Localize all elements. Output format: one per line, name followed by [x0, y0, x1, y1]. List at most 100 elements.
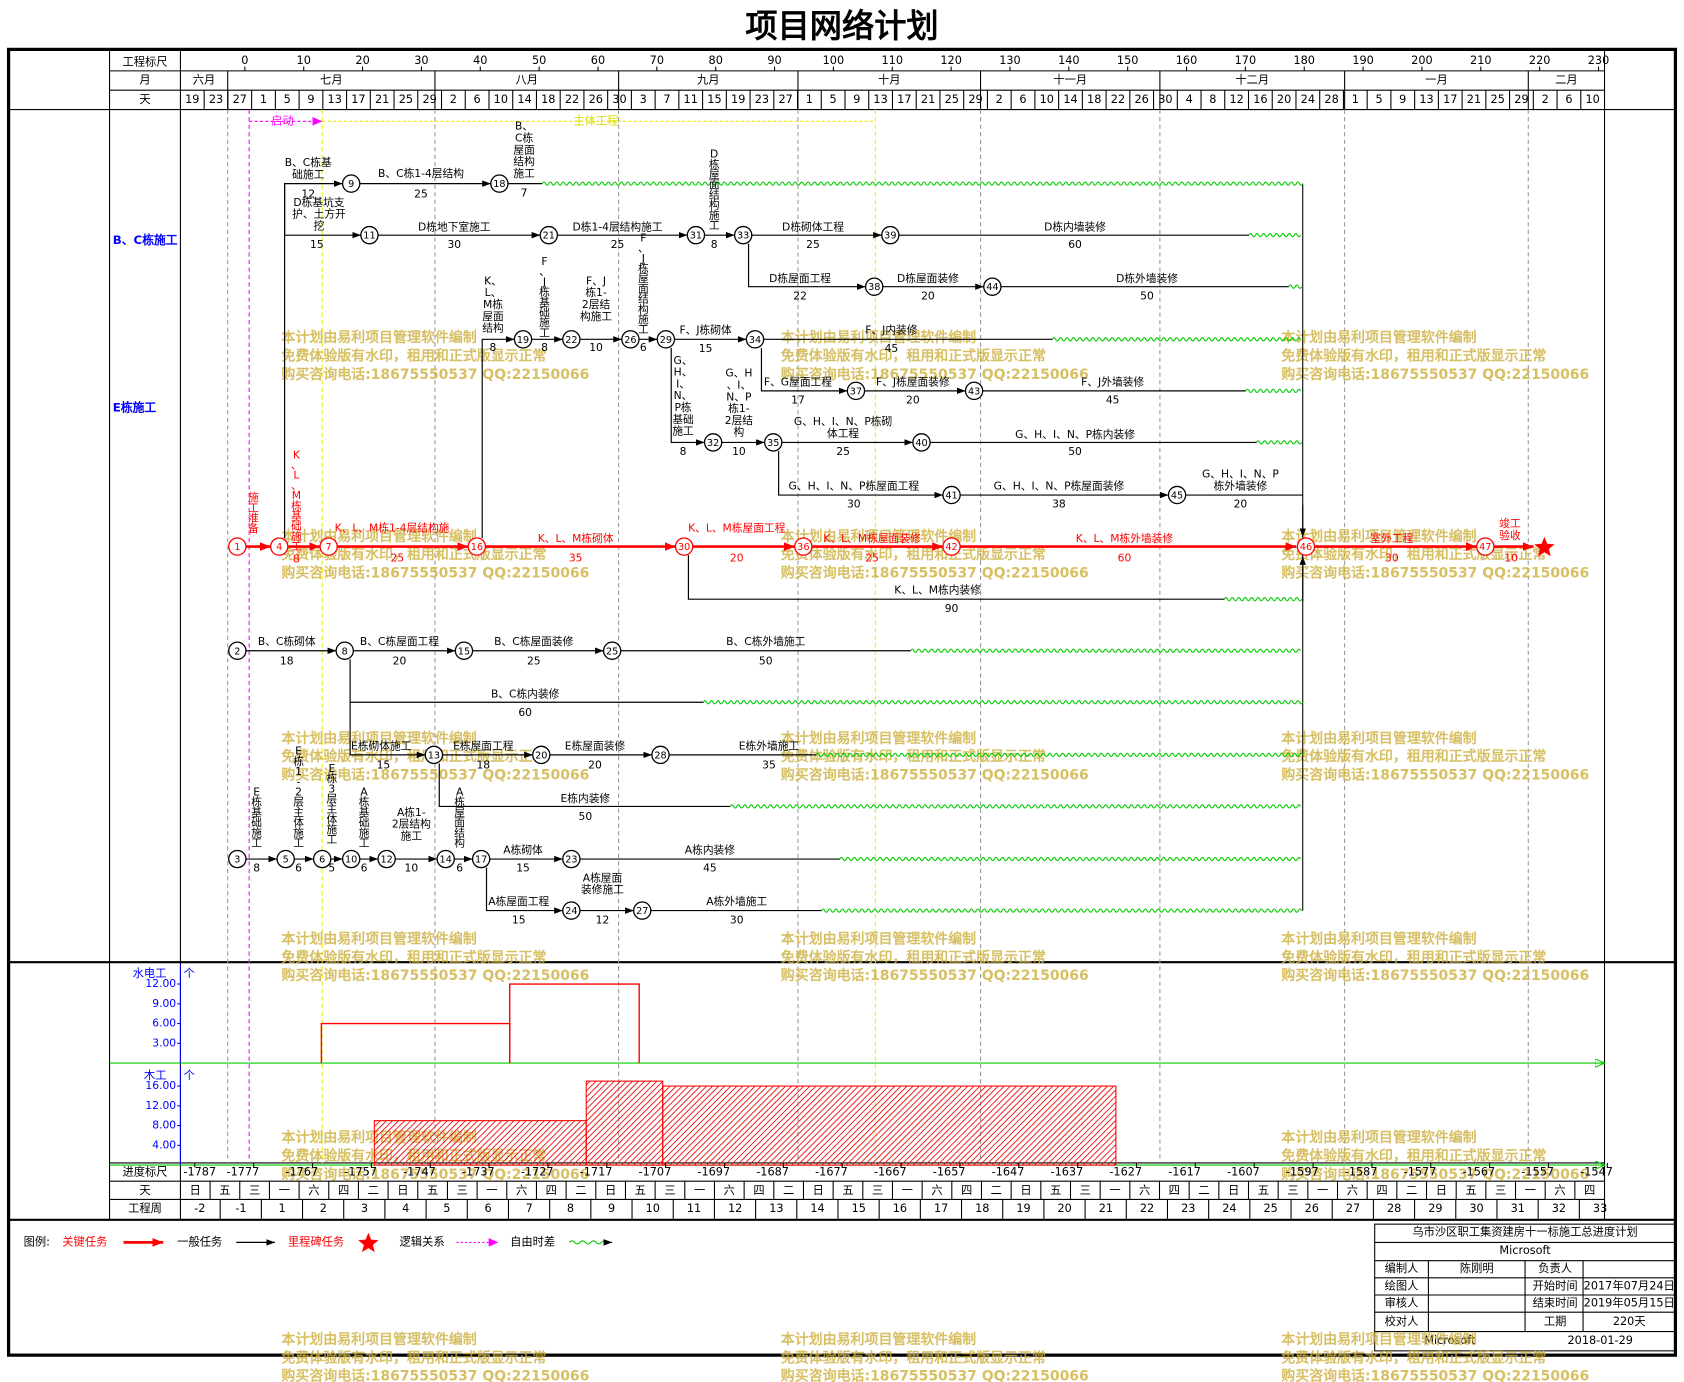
task [778, 451, 943, 499]
day: 1 [260, 93, 267, 106]
weekday: 三 [457, 1184, 468, 1197]
watermark-line: 购买咨询电话:18675550537 QQ:22150066 [1281, 967, 1589, 984]
watermark-line: 购买咨询电话:18675550537 QQ:22150066 [1281, 1166, 1589, 1183]
week: 18 [975, 1202, 989, 1215]
day: 26 [1135, 93, 1149, 106]
weekday: 五 [842, 1184, 853, 1197]
node [674, 537, 694, 556]
task-label-line: 栋 [291, 499, 302, 512]
day: 13 [328, 93, 342, 106]
week: 2 [320, 1202, 327, 1215]
weekday: 日 [190, 1184, 201, 1197]
task-label: E栋屋面装修 [565, 739, 626, 752]
title-block [1374, 1223, 1676, 1352]
task-duration: 18 [280, 654, 294, 667]
task-duration: 12 [301, 187, 315, 200]
weekday: 五 [635, 1184, 646, 1197]
watermark-line: 免费体验版有水印，租用和正式版显示正常 [281, 1349, 546, 1366]
task-label: B、C栋1-4层结构 [378, 167, 464, 180]
node-id: 15 [458, 646, 470, 657]
task-label-line: 验收 [1499, 529, 1521, 542]
task-label: A 栋屋面结构 [454, 785, 465, 849]
title-block-cell: 绘图人 [1385, 1278, 1419, 1292]
node [562, 330, 581, 349]
scale-tick-label: 180 [1293, 54, 1315, 67]
free-float [1245, 388, 1302, 394]
week: 10 [646, 1202, 660, 1215]
day-label: 天 [139, 93, 150, 106]
weekday-label: 天 [139, 1184, 150, 1197]
week: 26 [1305, 1202, 1319, 1215]
week: 19 [1016, 1202, 1030, 1215]
scale-tick-label: 100 [823, 54, 845, 67]
task-duration: 35 [569, 551, 583, 564]
month: 七月 [320, 74, 343, 87]
day: 22 [1111, 93, 1125, 106]
task-label-line: L、 [485, 286, 502, 299]
scale-tick-label: 60 [591, 54, 605, 67]
month: 十二月 [1235, 73, 1269, 87]
task-label: B、C栋内装修 [491, 688, 560, 701]
task-label-line: 体 [293, 816, 304, 829]
weekday: 一 [1317, 1184, 1328, 1197]
task-duration: 6 [361, 862, 368, 875]
task-label-line: 屋 [454, 806, 465, 819]
resource-name: 木工 [144, 1069, 167, 1082]
week: 20 [1058, 1202, 1072, 1215]
weekday: 六 [516, 1184, 527, 1197]
day: 14 [1063, 93, 1077, 106]
watermark-line: 本计划由易利项目管理软件编制 [1281, 528, 1476, 545]
watermark-line: 购买咨询电话:18675550537 QQ:22150066 [281, 766, 589, 783]
task-label-line: 装修施工 [581, 883, 624, 896]
task-label-line: 工 [293, 836, 304, 849]
task-label-line: 备 [248, 522, 259, 535]
scale-tick-label: 90 [767, 54, 781, 67]
node-id: 21 [543, 231, 555, 242]
task-label-line: B、C栋基 [285, 156, 332, 169]
weekday: 二 [783, 1184, 794, 1197]
weekday: 六 [308, 1184, 319, 1197]
title-block-cell: 审核人 [1385, 1296, 1419, 1310]
resource-tick-label: 12.00 [145, 977, 176, 990]
day: 17 [351, 93, 365, 106]
node [490, 174, 509, 193]
task-label-line: N、 [674, 389, 693, 402]
task-label-line: 构 [734, 426, 745, 439]
free-float [815, 752, 1304, 758]
week: 28 [1387, 1202, 1401, 1215]
day: 17 [897, 93, 911, 106]
resource-tick-label: 16.00 [145, 1079, 176, 1092]
task-label-line: 、 [291, 479, 302, 492]
tb-footer: Microsoft [1424, 1334, 1476, 1347]
task-label: A栋屋面工程 [488, 895, 549, 908]
task-label: K、 L、 M 栋基础施工 [291, 448, 302, 553]
node [621, 330, 640, 349]
watermark-line: 本计划由易利项目管理软件编制 [281, 1331, 476, 1348]
task-label: F、J 栋1-2层结构施工 [580, 274, 612, 322]
node [377, 849, 396, 869]
week: 16 [893, 1202, 907, 1215]
scale-tick-label: 160 [1176, 54, 1198, 67]
node-id: 8 [342, 646, 348, 657]
title-block-cell: 陈刚明 [1460, 1261, 1494, 1275]
node [532, 745, 551, 765]
node-id: 5 [283, 855, 289, 866]
node [467, 537, 487, 556]
watermark-line: 免费体验版有水印，租用和正式版显示正常 [1281, 748, 1546, 765]
node-id: 6 [319, 855, 325, 866]
node [341, 174, 361, 193]
task-label-line: 竣工 [1499, 517, 1521, 530]
task-label-line: M栋 [483, 298, 503, 311]
resource-tick-label: 8.00 [152, 1119, 176, 1132]
day: 23 [755, 93, 769, 106]
resource-unit: 个 [184, 1069, 195, 1082]
watermark-line: 免费体验版有水印，租用和正式版显示正常 [281, 949, 546, 966]
weekday: 六 [1347, 1184, 1358, 1197]
task-duration: 25 [414, 187, 428, 200]
node [602, 641, 622, 660]
day: 20 [1277, 93, 1291, 106]
task-label: E栋外墙施工 [739, 739, 800, 752]
task-label-line: D [710, 148, 718, 161]
node-id: 12 [380, 855, 392, 866]
day: 27 [233, 93, 247, 106]
